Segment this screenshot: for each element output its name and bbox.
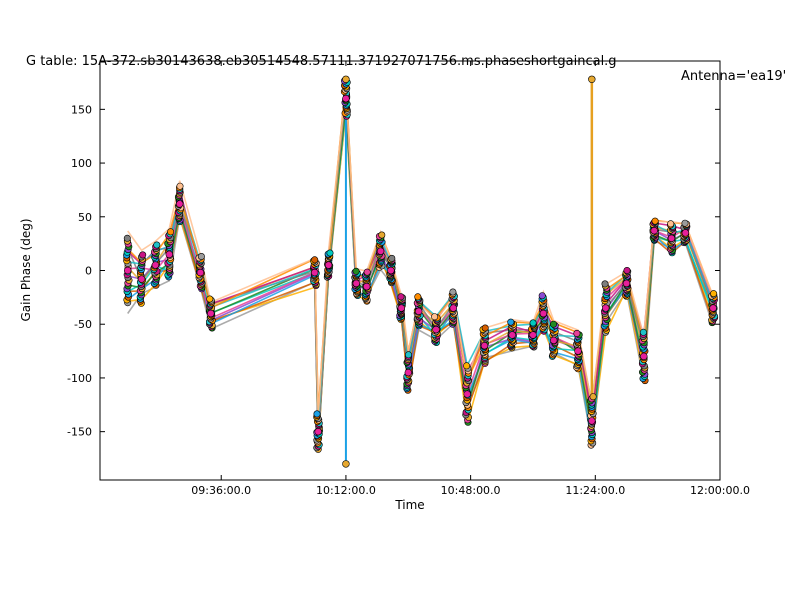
- data-point: [650, 227, 658, 235]
- data-point: [449, 304, 457, 312]
- outlier-point: [342, 460, 350, 468]
- data-point: [404, 368, 412, 377]
- data-point: [549, 320, 557, 328]
- series-line: [127, 90, 714, 433]
- y-tick-label: -100: [67, 372, 92, 385]
- series-line: [127, 80, 714, 413]
- data-point: [176, 182, 184, 190]
- y-tick-label: -150: [67, 426, 92, 439]
- data-point: [667, 234, 676, 243]
- data-point: [324, 261, 333, 269]
- data-point: [165, 250, 174, 259]
- data-point: [313, 410, 321, 418]
- data-point: [363, 282, 371, 291]
- x-tick-label: 10:12:00.0: [316, 484, 376, 497]
- data-point: [196, 268, 205, 277]
- outlier-point: [342, 75, 350, 84]
- data-point: [480, 342, 489, 350]
- data-point: [176, 200, 184, 208]
- data-point: [667, 220, 675, 228]
- data-point: [153, 241, 161, 249]
- data-point: [623, 266, 631, 274]
- x-tick-label: 12:00:00.0: [690, 484, 750, 497]
- data-point: [311, 268, 319, 277]
- data-point: [529, 331, 537, 339]
- y-tick-label: 0: [85, 265, 92, 278]
- data-point: [378, 231, 386, 239]
- data-point: [376, 247, 385, 255]
- data-points: [123, 75, 719, 468]
- series-line: [126, 89, 714, 430]
- series-line: [127, 85, 714, 419]
- y-tick-label: 50: [78, 211, 92, 224]
- data-point: [139, 251, 147, 259]
- x-tick-label: 10:48:00.0: [441, 484, 501, 497]
- x-axis-label: Time: [395, 498, 425, 512]
- data-point: [601, 304, 610, 312]
- chart-antenna-label: Antenna='ea19': [681, 69, 787, 84]
- data-point: [651, 217, 659, 225]
- y-axis-label: Gain Phase (deg): [19, 218, 33, 322]
- data-point: [415, 307, 423, 315]
- data-point: [342, 94, 350, 103]
- series-line: [127, 91, 714, 437]
- y-tick-label: -50: [74, 318, 92, 331]
- data-point: [431, 313, 439, 321]
- x-tick-label: 11:24:00.0: [565, 484, 625, 497]
- data-point: [463, 390, 471, 398]
- data-point: [207, 309, 215, 318]
- data-point: [311, 256, 319, 264]
- data-point: [508, 331, 516, 339]
- data-point: [449, 288, 457, 296]
- data-point: [481, 324, 489, 332]
- y-axis-ticks: 150 100 50 0 -50 -100 -150: [67, 103, 720, 439]
- data-point: [589, 393, 597, 401]
- data-point: [549, 336, 558, 344]
- data-point: [404, 351, 412, 359]
- data-point: [352, 279, 360, 288]
- data-point: [601, 280, 609, 288]
- data-point: [573, 329, 581, 337]
- data-point: [137, 275, 146, 283]
- data-point: [206, 295, 214, 303]
- data-point: [588, 417, 596, 425]
- data-point: [363, 268, 371, 276]
- x-axis-ticks: 09:36:00.0 10:12:00.0 10:48:00.0 11:24:00.0…: [191, 61, 750, 497]
- data-point: [710, 290, 718, 298]
- data-point: [463, 362, 471, 370]
- data-point: [507, 318, 515, 326]
- data-point: [574, 347, 582, 355]
- data-point: [538, 292, 546, 300]
- data-point: [539, 309, 548, 318]
- data-point: [681, 229, 690, 237]
- data-point: [414, 293, 422, 301]
- y-tick-label: 150: [71, 103, 92, 116]
- data-point: [529, 319, 537, 327]
- data-point: [432, 325, 440, 334]
- data-point: [387, 266, 395, 275]
- series-line: [127, 85, 714, 427]
- data-point: [314, 428, 322, 436]
- data-point: [397, 304, 405, 312]
- data-point: [326, 249, 334, 257]
- data-point: [388, 254, 396, 262]
- data-point: [151, 261, 160, 269]
- data-point: [639, 328, 647, 336]
- data-point: [123, 234, 131, 242]
- data-point: [197, 253, 205, 261]
- data-point: [681, 219, 689, 227]
- y-tick-label: 100: [71, 157, 92, 170]
- data-point: [397, 293, 405, 301]
- data-point: [167, 228, 175, 236]
- data-point: [709, 304, 717, 312]
- data-point: [123, 266, 132, 275]
- data-point: [622, 279, 631, 288]
- data-point: [640, 352, 648, 361]
- series-line: [127, 86, 714, 418]
- x-tick-label: 09:36:00.0: [191, 484, 251, 497]
- data-point: [352, 267, 360, 275]
- outlier-point: [588, 75, 596, 84]
